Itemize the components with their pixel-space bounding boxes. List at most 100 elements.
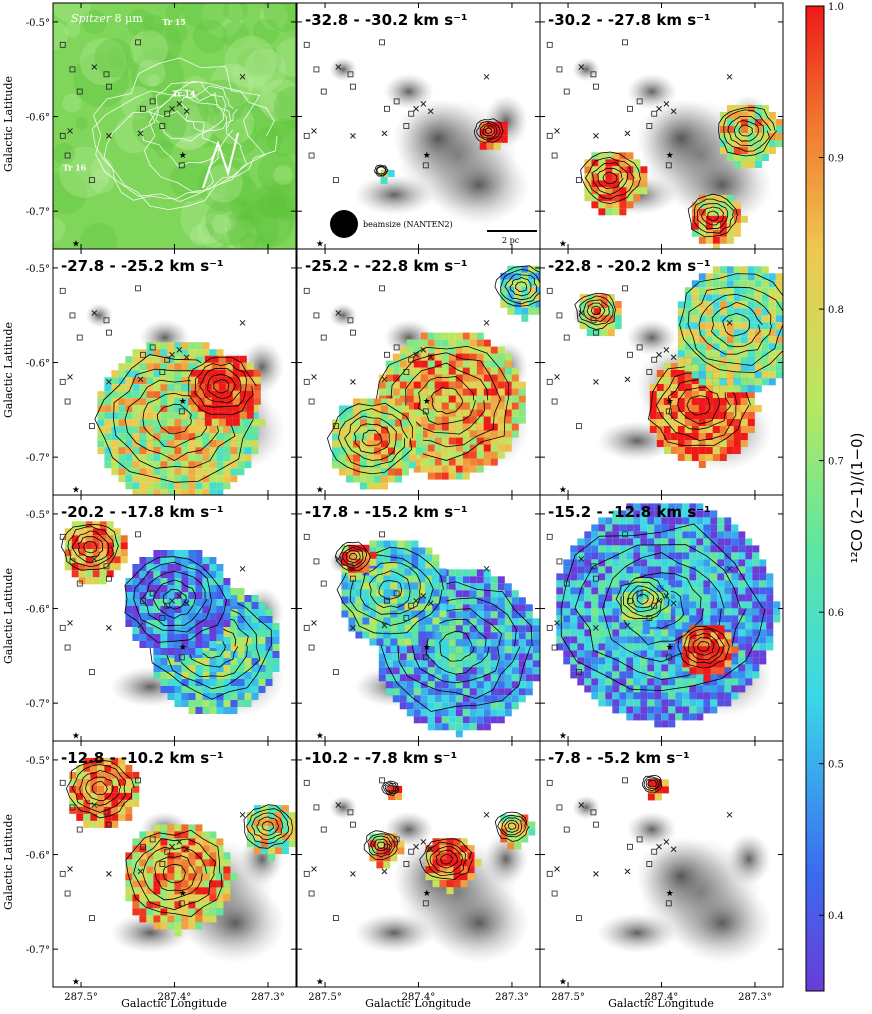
star-box-marker	[332, 669, 339, 676]
star-box-marker	[347, 563, 354, 570]
star-cross-marker	[670, 108, 677, 115]
contour	[429, 845, 464, 873]
contour	[162, 589, 187, 610]
star-cross-marker	[335, 556, 342, 562]
star-box-marker	[105, 329, 112, 336]
star-box-marker	[332, 423, 339, 430]
star-marker: ★	[316, 486, 324, 496]
star-box-marker	[403, 123, 410, 129]
star-box-marker	[636, 344, 643, 351]
star-box-marker	[622, 39, 628, 46]
star-box-marker	[551, 644, 558, 651]
contour	[425, 618, 490, 675]
x-tick-label: 287.5°	[551, 992, 585, 1003]
colorbar: 0.4 0.5 0.6 0.7 0.8 0.9 1.0 ¹²CO (2−1)/(1−0)	[805, 2, 866, 992]
star-box-marker	[556, 804, 563, 811]
star-marker: ★	[559, 486, 567, 496]
star-cross-marker	[335, 310, 342, 316]
contour	[133, 561, 213, 633]
star-cross-marker	[413, 597, 419, 604]
star-cross-marker	[381, 376, 388, 383]
contour	[515, 281, 527, 293]
panel-12: -7.8 - -5.2 km s⁻¹ ★ ★ 287.5° 287.4° 287.3°	[539, 740, 784, 1003]
contour	[334, 541, 371, 572]
spitzer-title: Spitzer 8 μm	[71, 12, 143, 25]
star-cross-marker	[239, 811, 246, 818]
colorbar-ticks: 0.4 0.5 0.6 0.7 0.8 0.9 1.0	[819, 2, 844, 922]
ratio-blob-2	[580, 151, 648, 216]
star-box-marker	[59, 41, 66, 48]
contour	[733, 120, 759, 142]
contour	[91, 780, 109, 796]
contour	[560, 523, 766, 692]
star-box-marker	[76, 88, 83, 95]
star-box-marker	[551, 152, 558, 159]
star-marker: ★	[316, 240, 324, 250]
contour	[597, 167, 624, 189]
colorbar-tick-label: 0.8	[828, 305, 844, 316]
star-box-marker	[332, 177, 339, 184]
star-box-marker	[651, 356, 658, 363]
x-tick-label: 287.3°	[251, 992, 285, 1003]
star-cross-marker	[169, 105, 175, 112]
contour	[71, 764, 127, 813]
star-cross-marker	[670, 600, 677, 607]
star-box-marker	[627, 351, 633, 358]
contour	[440, 854, 453, 865]
star-box-marker	[159, 123, 166, 129]
star-box-marker	[379, 777, 385, 784]
grey-cloud-4	[626, 319, 677, 356]
star-cross-marker	[413, 351, 419, 358]
star-box-marker	[627, 843, 633, 850]
star-cross-marker	[350, 624, 356, 631]
panel-3: -30.2 - -27.8 km s⁻¹ ★ ★	[539, 2, 784, 250]
star-cross-marker	[137, 376, 144, 383]
x-tick-label: 287.5°	[64, 992, 98, 1003]
star-marker: ★	[316, 732, 324, 742]
star-box-marker	[403, 861, 410, 867]
star-cross-marker	[311, 620, 317, 626]
grey-cloud-5	[572, 57, 601, 82]
star-box-marker	[384, 597, 390, 604]
star-box-marker	[59, 870, 66, 877]
y-tick-label: -0.5°	[26, 264, 50, 275]
star-box-marker	[546, 132, 553, 139]
contour	[194, 362, 247, 408]
star-box-marker	[563, 826, 570, 833]
contour	[430, 387, 464, 415]
contour	[701, 206, 725, 226]
star-cross-marker	[106, 132, 112, 139]
contour	[504, 273, 538, 301]
star-cross-marker	[91, 64, 98, 70]
star-box-marker	[422, 408, 429, 415]
star-box-marker	[563, 580, 570, 587]
contour	[683, 628, 725, 664]
ratio-blob-2	[677, 625, 739, 682]
beamsize-label: beamsize (NANTEN2)	[363, 220, 453, 229]
star-box-marker	[308, 398, 315, 405]
star-box-marker	[88, 915, 95, 922]
contour	[154, 855, 198, 892]
contour	[344, 415, 397, 461]
star-box-marker	[592, 329, 599, 336]
star-cross-marker	[656, 351, 662, 358]
star-cross-marker	[578, 64, 585, 70]
star-cross-marker	[554, 128, 560, 134]
contour	[497, 814, 526, 838]
star-cross-marker	[624, 376, 631, 383]
contour	[642, 774, 663, 793]
star-cross-marker	[420, 839, 427, 845]
star-box-marker	[64, 890, 71, 897]
star-cross-marker	[483, 319, 490, 326]
contour	[60, 523, 120, 571]
contour	[647, 779, 657, 788]
star-box-marker	[546, 378, 553, 385]
colorbar-tick-label: 0.6	[828, 608, 844, 619]
star-cross-marker	[91, 802, 98, 808]
star-cross-marker	[413, 843, 419, 850]
star-box-marker	[303, 287, 310, 294]
contour	[622, 581, 665, 617]
contour	[152, 579, 197, 619]
velocity-range-label: -32.8 - -30.2 km s⁻¹	[305, 11, 468, 29]
